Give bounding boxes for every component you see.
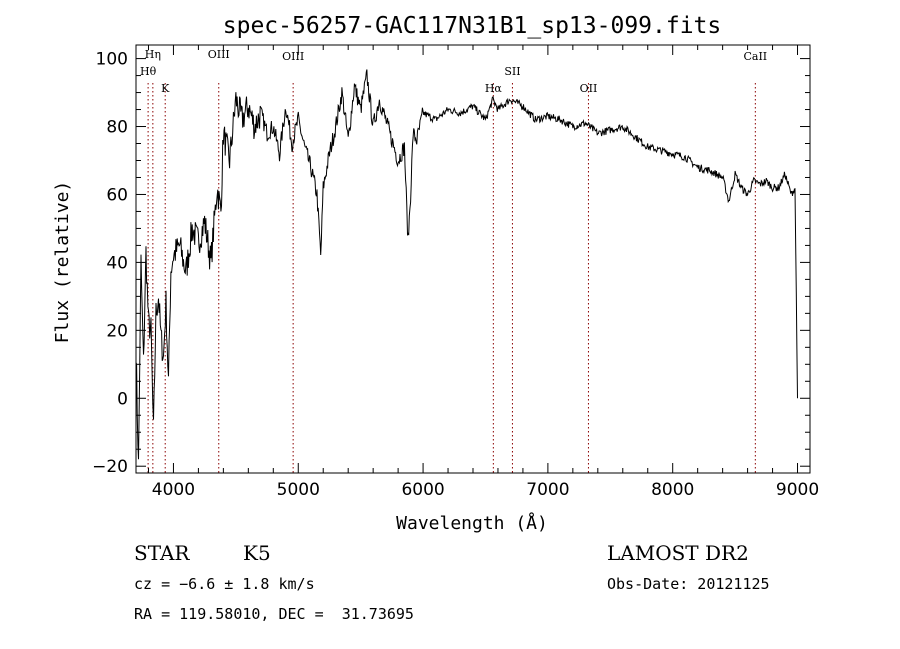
y-tick-label: 20 [106,321,128,341]
redshift-cz: cz = −6.6 ± 1.8 km/s [134,575,315,593]
x-tick-label: 7000 [526,480,569,500]
emission-line-label: K [161,82,170,95]
emission-line-label: OIII [282,50,304,63]
ra-dec-coordinates: RA = 119.58010, DEC = 31.73695 [134,605,414,623]
y-tick-label: 40 [106,253,128,273]
plot-frame [135,44,811,474]
emission-line-label: Hα [485,82,503,95]
y-tick-label: 100 [96,50,128,70]
emission-line-label: CaII [743,50,767,63]
y-tick-label: 60 [106,185,128,205]
x-tick-label: 9000 [776,480,819,500]
y-axis-label: Flux (relative) [52,181,73,344]
y-tick-label: 0 [117,389,128,409]
emission-line-label: Hη [145,48,161,61]
emission-line-label: SII [504,65,520,78]
emission-line-label: OIII [208,48,230,61]
spectrum-line [135,69,798,460]
object-class: STAR [134,541,190,565]
axis-tick-labels: 4000 5000 6000 7000 8000 9000 −20 0 20 40 60 80 100 [92,50,819,500]
emission-line-label: OII [580,82,598,95]
survey-name: LAMOST DR2 [607,541,749,565]
emission-line-label: Hθ [140,65,157,78]
x-tick-label: 4000 [152,480,195,500]
axis-ticks [136,45,810,473]
y-tick-label: −20 [92,457,128,477]
x-tick-label: 8000 [651,480,694,500]
chart-title: spec-56257-GAC117N31B1_sp13-099.fits [223,13,722,39]
x-tick-label: 5000 [277,480,320,500]
object-subclass: K5 [243,541,271,565]
x-axis-label: Wavelength (Å) [396,512,548,534]
observation-date: Obs-Date: 20121125 [607,575,770,593]
x-tick-label: 6000 [401,480,444,500]
y-tick-label: 80 [106,118,128,138]
